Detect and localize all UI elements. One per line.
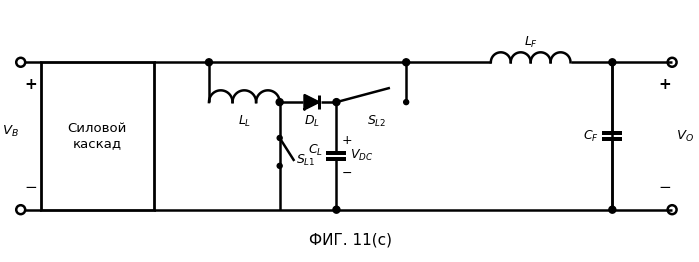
Circle shape bbox=[206, 59, 212, 66]
Text: $D_L$: $D_L$ bbox=[303, 114, 319, 129]
Circle shape bbox=[333, 99, 340, 106]
Circle shape bbox=[333, 206, 340, 213]
Text: −: − bbox=[24, 180, 38, 195]
Text: +: + bbox=[24, 77, 38, 92]
Text: $V_{DC}$: $V_{DC}$ bbox=[350, 148, 374, 163]
Circle shape bbox=[278, 163, 282, 168]
Text: −: − bbox=[341, 167, 352, 180]
Circle shape bbox=[609, 59, 616, 66]
Text: $S_{L1}$: $S_{L1}$ bbox=[296, 153, 315, 168]
Text: $L_F$: $L_F$ bbox=[524, 35, 538, 50]
Text: +: + bbox=[658, 77, 671, 92]
Circle shape bbox=[403, 59, 410, 66]
Text: $C_F$: $C_F$ bbox=[582, 128, 598, 144]
Text: $V_O$: $V_O$ bbox=[676, 128, 694, 144]
Text: ФИГ. 11(с): ФИГ. 11(с) bbox=[309, 232, 392, 247]
Circle shape bbox=[276, 99, 283, 106]
Circle shape bbox=[609, 206, 616, 213]
Text: Силовой
каскад: Силовой каскад bbox=[68, 122, 127, 150]
Text: $L_L$: $L_L$ bbox=[238, 114, 251, 129]
Text: $C_L$: $C_L$ bbox=[308, 143, 324, 159]
Text: $V_B$: $V_B$ bbox=[2, 123, 19, 139]
Bar bbox=[41, 62, 154, 210]
Polygon shape bbox=[305, 95, 319, 109]
Text: $S_{L2}$: $S_{L2}$ bbox=[366, 114, 386, 129]
Circle shape bbox=[334, 100, 339, 105]
Circle shape bbox=[404, 100, 409, 105]
Text: +: + bbox=[341, 134, 352, 148]
Text: −: − bbox=[658, 180, 671, 195]
Circle shape bbox=[278, 135, 282, 140]
